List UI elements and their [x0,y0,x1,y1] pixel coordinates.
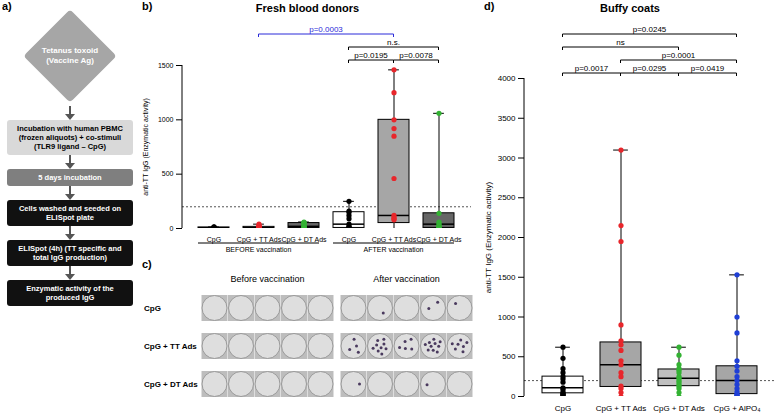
svg-text:CpG + TT Ads: CpG + TT Ads [596,404,647,413]
svg-text:CpG: CpG [341,236,357,244]
svg-text:1000: 1000 [158,116,174,123]
html-text:ELISpot (4h) (TT specific and: ELISpot (4h) (TT specific and total IgG … [18,244,122,262]
html-text:Tetanus toxoid (Vaccine Ag): Tetanus toxoid (Vaccine Ag) [41,46,99,65]
svg-text:p=0.0078: p=0.0078 [399,51,433,60]
svg-text:0: 0 [511,392,516,401]
svg-text:n.s.: n.s. [387,38,400,47]
svg-text:1500: 1500 [158,62,174,69]
svg-text:p=0.0003: p=0.0003 [309,25,343,34]
svg-text:p=0.0419: p=0.0419 [691,64,725,73]
svg-text:BEFORE vaccination: BEFORE vaccination [226,246,292,253]
html-text:a): a) [2,0,12,12]
svg-text:1000: 1000 [498,313,516,322]
svg-text:1500: 1500 [498,273,516,282]
svg-text:c): c) [142,258,152,270]
svg-text:CpG: CpG [144,304,161,313]
html-text:b): b) [142,0,153,12]
svg-text:AFTER vaccination: AFTER vaccination [364,246,424,253]
svg-text:p=0.0195: p=0.0195 [354,51,388,60]
svg-text:500: 500 [502,352,516,361]
svg-text:CpG + AlPO₄: CpG + AlPO₄ [713,404,760,413]
html-text:Cells washed and seeded on ELI: Cells washed and seeded on ELISpot plate [18,204,122,222]
svg-text:CpG: CpG [555,404,571,413]
svg-text:CpG + DT Ads: CpG + DT Ads [144,380,198,389]
svg-text:anti-TT IgG (Enzymatic activit: anti-TT IgG (Enzymatic activity) [484,181,493,293]
svg-text:p=0.0017: p=0.0017 [575,64,609,73]
html-text:d): d) [484,0,495,12]
html-text:CpG + TT Ads CpG + DT Ads: CpG + TT Ads CpG + DT Ads [371,236,462,244]
svg-text:CpG + TT Ads: CpG + TT Ads [144,342,197,351]
svg-text:4000: 4000 [498,74,516,83]
svg-text:p=0.0001: p=0.0001 [662,51,696,60]
html-text:Incubation with human PBMC (fr: Incubation with human PBMC (frozen aliqu… [17,124,123,151]
svg-text:anti-TT IgG (Enzymatic activit: anti-TT IgG (Enzymatic activity) [142,98,150,196]
svg-text:ns: ns [616,38,624,47]
svg-text:2500: 2500 [498,193,516,202]
svg-text:p=0.0245: p=0.0245 [633,25,667,34]
html-text:Buffy coats: Buffy coats [600,2,660,14]
svg-text:0: 0 [170,225,174,232]
svg-text:2000: 2000 [498,233,516,242]
svg-text:CpG: CpG [206,236,222,244]
html-text:Fresh blood donors: Fresh blood donors [255,2,360,14]
html-text:CpG + TT Ads CpG + DT Ads: CpG + TT Ads CpG + DT Ads [236,236,327,244]
svg-text:After vaccination: After vaccination [373,274,440,284]
svg-text:p=0.0295: p=0.0295 [633,64,667,73]
svg-text:500: 500 [162,170,174,177]
svg-text:CpG + DT Ads: CpG + DT Ads [653,404,705,413]
html-text:Enzymatic activity of the prod: Enzymatic activity of the produced IgG [26,284,114,302]
svg-text:3000: 3000 [498,154,516,163]
svg-text:Before vaccination: Before vaccination [230,274,304,284]
html-text:5 days incubation: 5 days incubation [38,173,102,182]
svg-text:3500: 3500 [498,114,516,123]
